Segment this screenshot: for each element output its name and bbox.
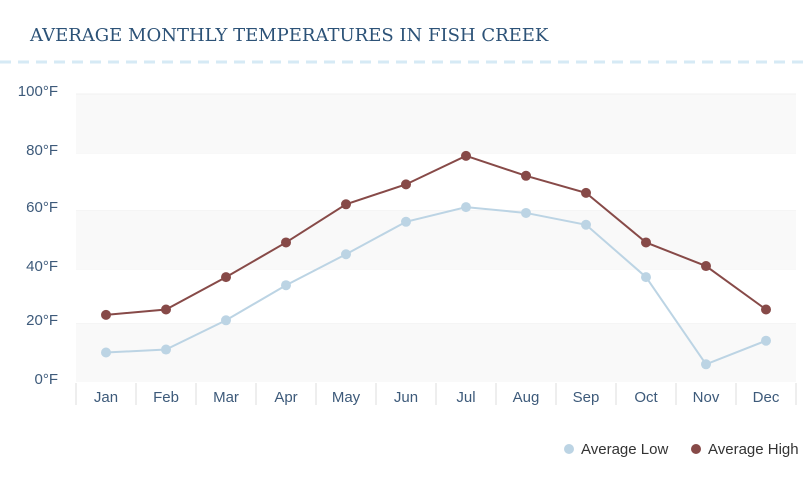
legend-marker-average-high bbox=[691, 444, 701, 454]
legend-marker-average-low bbox=[564, 444, 574, 454]
x-tick-label: Feb bbox=[153, 389, 179, 406]
chart-title: AVERAGE MONTHLY TEMPERATURES IN FISH CRE… bbox=[29, 25, 549, 46]
average-high-point bbox=[401, 179, 411, 190]
average-high-point bbox=[761, 304, 771, 315]
average-low-point bbox=[401, 216, 411, 227]
average-low-point bbox=[521, 207, 531, 218]
average-low-line bbox=[105, 206, 767, 366]
x-tick-label: Apr bbox=[274, 389, 297, 406]
x-tick-label: May bbox=[332, 389, 361, 406]
x-tick-label: Nov bbox=[693, 389, 720, 406]
average-high-point bbox=[581, 187, 591, 198]
legend-label-average-low: Average Low bbox=[581, 441, 668, 458]
y-tick-label: 60°F bbox=[26, 199, 58, 216]
x-tick-label: Aug bbox=[513, 389, 540, 406]
y-tick-label: 20°F bbox=[26, 312, 58, 329]
grid-band bbox=[76, 94, 796, 153]
average-high-point bbox=[641, 237, 651, 248]
y-tick-label: 80°F bbox=[26, 142, 58, 159]
x-tick-label: Mar bbox=[213, 389, 239, 406]
average-high-point bbox=[701, 261, 711, 272]
x-tick-label: Oct bbox=[634, 389, 658, 406]
average-low-point bbox=[161, 344, 171, 355]
x-tick-label: Jan bbox=[94, 389, 118, 406]
grid-band bbox=[76, 269, 796, 323]
average-low-point bbox=[221, 315, 231, 326]
average-low-point bbox=[461, 202, 471, 213]
y-tick-label: 40°F bbox=[26, 258, 58, 275]
average-high-point bbox=[221, 272, 231, 283]
average-high-point bbox=[521, 170, 531, 181]
average-high-point bbox=[341, 199, 351, 210]
average-high-point bbox=[161, 304, 171, 315]
average-low-point bbox=[341, 249, 351, 260]
grid-band bbox=[76, 153, 796, 210]
legend-label-average-high: Average High bbox=[708, 441, 799, 458]
y-tick-label: 100°F bbox=[18, 83, 58, 100]
average-high-line bbox=[105, 154, 767, 316]
x-tick-label: Dec bbox=[753, 389, 780, 406]
average-low-point bbox=[761, 335, 771, 346]
average-low-point bbox=[281, 280, 291, 291]
average-low-point bbox=[701, 359, 711, 370]
average-high-point bbox=[101, 309, 111, 320]
average-low-point bbox=[101, 347, 111, 358]
x-tick-label: Jun bbox=[394, 389, 418, 406]
average-low-point bbox=[581, 219, 591, 230]
average-low-point bbox=[641, 272, 651, 283]
x-tick-label: Sep bbox=[573, 389, 600, 406]
average-high-point bbox=[461, 150, 471, 161]
grid-band bbox=[76, 210, 796, 269]
grid-band bbox=[76, 323, 796, 382]
x-tick-label: Jul bbox=[456, 389, 475, 406]
average-high-point bbox=[281, 237, 291, 248]
y-tick-label: 0°F bbox=[34, 371, 58, 388]
